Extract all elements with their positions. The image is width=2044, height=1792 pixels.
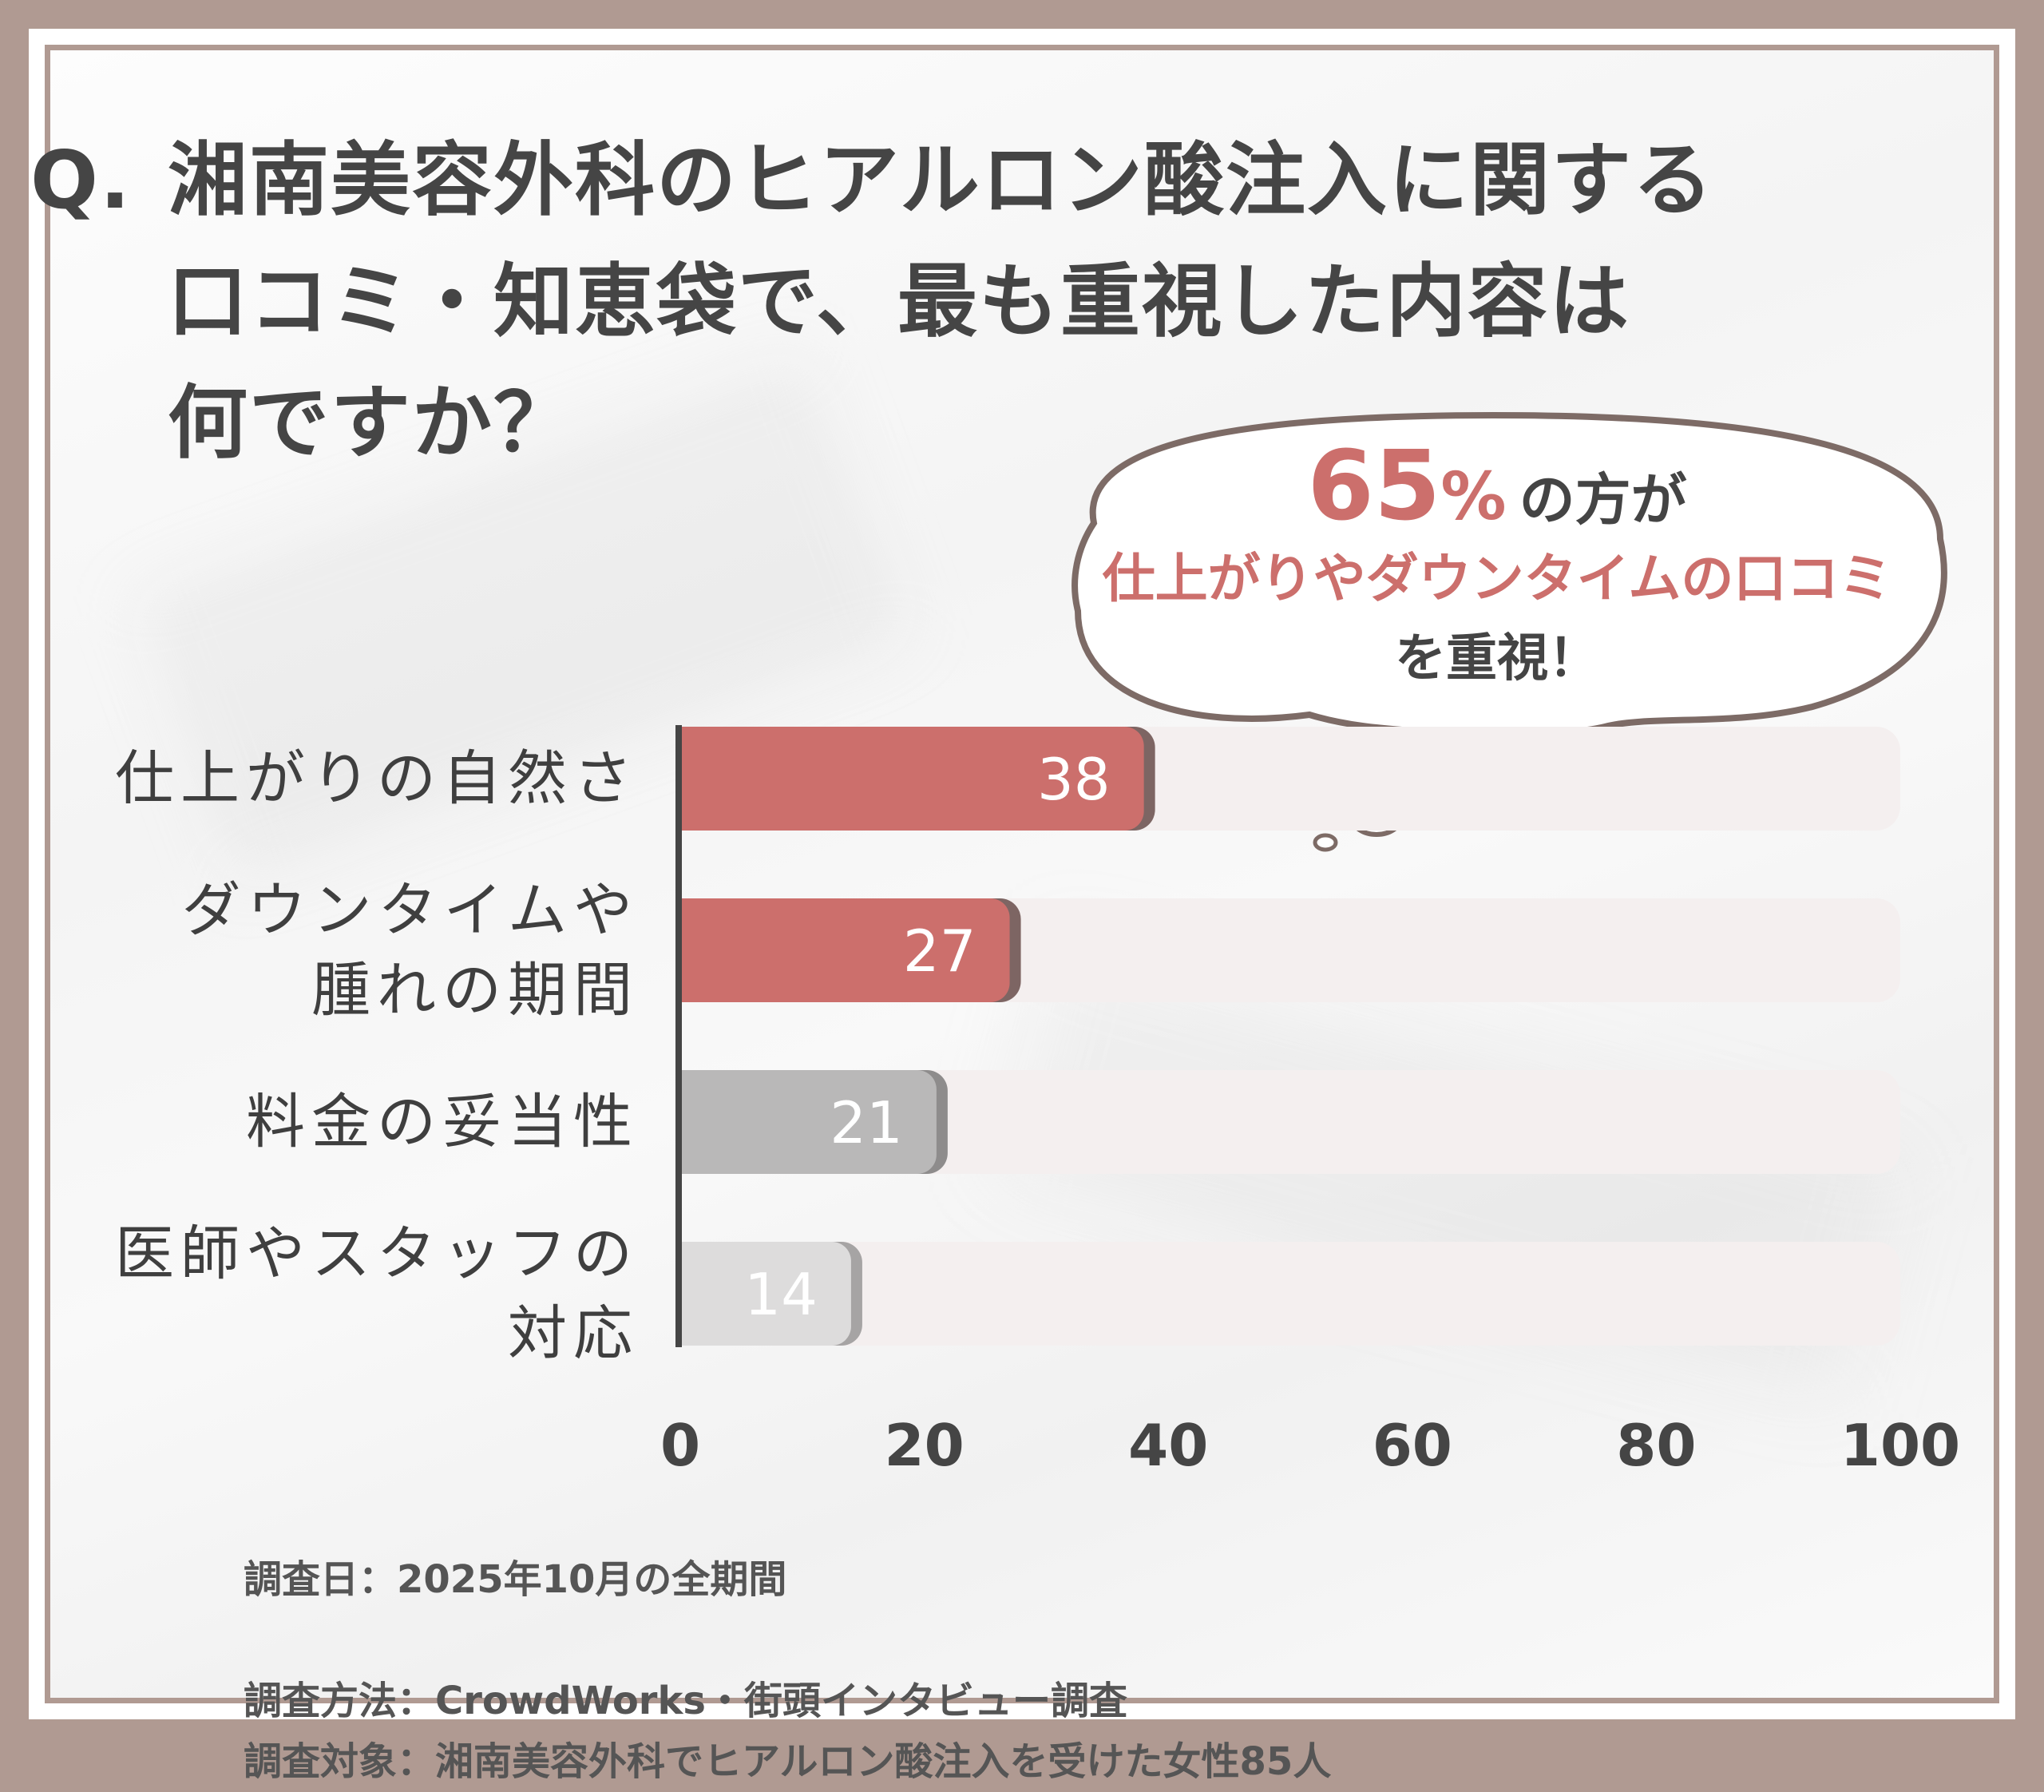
bar-value-label: 14 <box>744 1261 818 1328</box>
category-label-line: 料金の妥当性 <box>246 1088 639 1156</box>
category-label-line: 腫れの期間 <box>311 956 639 1025</box>
infographic-card <box>45 45 1999 1703</box>
bar <box>680 1242 851 1346</box>
category-label: 仕上がりの自然さ <box>32 739 639 819</box>
survey-date: 調査日：2025年10月の全期間 <box>244 1557 787 1602</box>
y-axis-line <box>675 725 682 1347</box>
bar-value-label: 21 <box>830 1089 903 1156</box>
bar-track <box>680 1070 1900 1174</box>
x-tick-label: 60 <box>1373 1412 1452 1479</box>
bar-value-label: 27 <box>903 918 976 985</box>
bar-base <box>680 1070 704 1174</box>
bar <box>680 898 1010 1002</box>
bar-track <box>680 1242 1900 1346</box>
bar-chart: 38 27 21 14 0 20 40 60 80 100 <box>660 725 1960 1479</box>
bar-value-label: 38 <box>1037 746 1111 813</box>
x-tick-label: 40 <box>1128 1412 1208 1479</box>
survey-method: 調査方法：CrowdWorks・街頭インタビュー調査 <box>244 1679 1127 1723</box>
bar-base <box>680 1242 704 1346</box>
bar-base <box>680 898 704 1002</box>
bar <box>680 727 1144 831</box>
speech-bubble <box>1072 411 1947 755</box>
bar-base <box>680 727 704 831</box>
category-label: 料金の妥当性 <box>32 1082 639 1162</box>
survey-footer: 調査日：2025年10月の全期間調査方法：CrowdWorks・街頭インタビュー… <box>244 1549 1331 1792</box>
callout-line2: 仕上がりやダウンタイムの口コミ <box>1102 548 1892 609</box>
survey-target: 調査対象：湘南美容外科でヒアルロン酸注入を受けた女性85人 <box>244 1739 1332 1784</box>
callout-line3: を重視！ <box>1395 629 1599 688</box>
x-tick-label: 20 <box>884 1412 964 1479</box>
title-line: 何ですか？ <box>168 376 575 470</box>
bar <box>680 1070 937 1174</box>
callout-text: 65% の方が 仕上がりやダウンタイムの口コミ を重視！ <box>1062 435 1932 699</box>
callout-line1: の方が <box>1519 467 1687 533</box>
category-label-line: 仕上がりの自然さ <box>115 744 639 813</box>
category-label: ダウンタイムや腫れの期間 <box>32 870 639 1030</box>
category-label-line: ダウンタイムや <box>181 876 639 945</box>
callout-percent: 65 <box>1307 431 1441 542</box>
category-label-line: 対応 <box>508 1299 639 1368</box>
x-tick-label: 0 <box>660 1412 700 1479</box>
callout-percent-sign: % <box>1440 459 1507 535</box>
title-line: 湘南美容外科のヒアルロン酸注入に関する <box>168 133 1714 227</box>
x-tick-label: 80 <box>1616 1412 1696 1479</box>
category-label-line: 医師やスタッフの <box>115 1219 639 1288</box>
x-tick-label: 100 <box>1840 1412 1960 1479</box>
question-prefix: Q. <box>30 133 132 227</box>
title-line: 口コミ・知恵袋で、最も重視した内容は <box>168 255 1630 348</box>
category-label: 医師やスタッフの対応 <box>32 1214 639 1374</box>
